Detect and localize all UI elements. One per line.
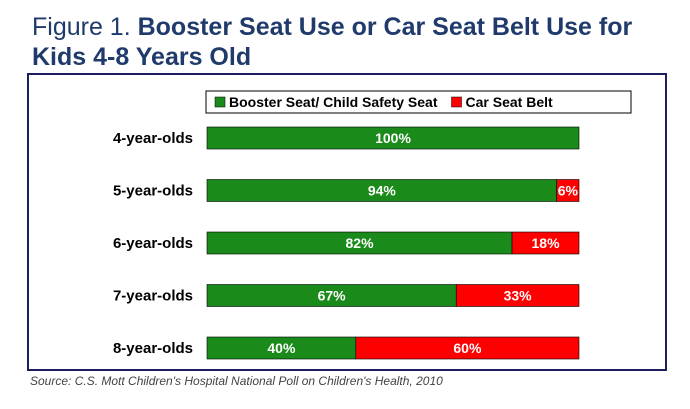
data-label-0-4: 40% bbox=[267, 340, 296, 356]
data-label-0-1: 94% bbox=[368, 183, 397, 199]
legend-swatch-1 bbox=[451, 96, 462, 108]
chart-frame: Booster Seat/ Child Safety Seat Car Seat … bbox=[27, 73, 667, 371]
legend-label-0: Booster Seat/ Child Safety Seat bbox=[229, 94, 438, 110]
legend-swatch-0 bbox=[214, 96, 226, 108]
source-note: Source: C.S. Mott Children's Hospital Na… bbox=[30, 374, 443, 388]
category-label-3: 7-year-olds bbox=[113, 288, 193, 305]
category-label-4: 8-year-olds bbox=[113, 340, 193, 357]
legend-label-1: Car Seat Belt bbox=[466, 94, 553, 110]
data-label-1-2: 18% bbox=[532, 235, 561, 251]
data-label-1-3: 33% bbox=[504, 288, 533, 304]
chart-title: Figure 1. Booster Seat Use or Car Seat B… bbox=[32, 12, 672, 72]
figure-title: Booster Seat Use or Car Seat Belt Use fo… bbox=[32, 13, 633, 71]
category-label-2: 6-year-olds bbox=[113, 235, 193, 252]
bar-1-1 bbox=[556, 179, 580, 202]
legend-box bbox=[205, 90, 632, 114]
category-label-0: 4-year-olds bbox=[113, 130, 193, 147]
data-label-1-1: 6% bbox=[558, 183, 579, 199]
bar-1-3 bbox=[455, 284, 580, 307]
category-label-1: 5-year-olds bbox=[113, 183, 193, 200]
bar-0-0 bbox=[206, 126, 580, 150]
figure-number: Figure 1. bbox=[32, 13, 138, 41]
data-label-0-3: 67% bbox=[318, 288, 347, 304]
bar-1-4 bbox=[355, 336, 580, 360]
data-label-0-2: 82% bbox=[346, 235, 375, 251]
data-label-0-0: 100% bbox=[375, 130, 411, 146]
bar-1-2 bbox=[511, 231, 580, 255]
data-label-1-4: 60% bbox=[453, 340, 482, 356]
stacked-bar-chart: Booster Seat/ Child Safety Seat Car Seat … bbox=[113, 90, 632, 360]
